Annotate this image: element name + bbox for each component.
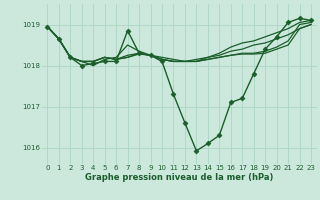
X-axis label: Graphe pression niveau de la mer (hPa): Graphe pression niveau de la mer (hPa) (85, 173, 273, 182)
